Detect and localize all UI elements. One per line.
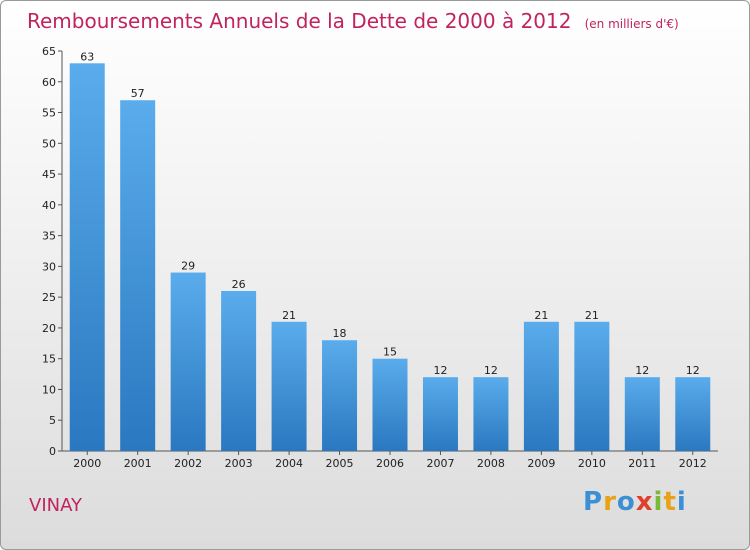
x-tick-label: 2008 [477,457,505,470]
logo-letter: x [635,487,654,517]
y-tick-label: 60 [42,76,56,89]
bar [523,321,559,451]
bar-value-label: 63 [80,50,94,63]
proxiti-logo: Proxiti [583,487,687,517]
bar-value-label: 21 [282,309,296,322]
y-tick-label: 45 [42,168,56,181]
bar-value-label: 15 [383,346,397,359]
y-tick-label: 5 [49,414,56,427]
bar [120,100,156,451]
logo-letter: t [663,487,677,517]
y-tick-label: 55 [42,107,56,120]
bar-value-label: 12 [484,364,498,377]
y-tick-label: 10 [42,383,56,396]
x-tick-label: 2005 [326,457,354,470]
x-tick-label: 2001 [124,457,152,470]
x-tick-label: 2006 [376,457,404,470]
y-tick-label: 30 [42,260,56,273]
bar [69,63,105,452]
y-tick-label: 0 [49,445,56,458]
bar-value-label: 26 [232,278,246,291]
bar-value-label: 21 [534,309,548,322]
x-tick-label: 2002 [174,457,202,470]
y-tick-label: 40 [42,199,56,212]
x-tick-label: 2007 [426,457,454,470]
y-tick-label: 65 [42,45,56,58]
bar [675,377,711,451]
logo-letter: i [653,487,664,517]
x-tick-label: 2000 [73,457,101,470]
y-tick-label: 25 [42,291,56,304]
bar-value-label: 57 [131,87,145,100]
x-tick-label: 2010 [578,457,606,470]
bar [322,340,358,451]
y-tick-label: 15 [42,353,56,366]
bar-value-label: 21 [585,309,599,322]
x-tick-label: 2009 [527,457,555,470]
logo-letter: o [616,487,636,517]
bar [422,377,458,451]
y-tick-label: 50 [42,137,56,150]
bar [574,321,610,451]
y-tick-label: 20 [42,322,56,335]
chart-subtitle: (en milliers d'€) [584,17,679,31]
x-tick-label: 2004 [275,457,303,470]
bar [372,358,408,451]
chart-title: Remboursements Annuels de la Dette de 20… [27,9,572,33]
bar [221,291,257,451]
bar [170,272,206,451]
bar-value-label: 29 [181,260,195,273]
commune-name: VINAY [29,495,82,516]
logo-letter: i [676,487,687,517]
logo-letter: P [583,487,604,517]
bar [473,377,509,451]
y-tick-label: 35 [42,230,56,243]
bar [271,321,307,451]
logo-letter: r [603,487,617,517]
title-line: Remboursements Annuels de la Dette de 20… [27,9,679,33]
chart-axes: 0 5 10 15 20 25 30 35 40 45 50 55 60 65 2000 2001 2002 20… [42,45,718,470]
x-tick-label: 2003 [225,457,253,470]
x-tick-label: 2011 [628,457,656,470]
x-tick-label: 2012 [679,457,707,470]
chart-bars: 63 57 29 26 21 18 15 12 12 21 21 12 12 [69,50,711,452]
bar-value-label: 12 [686,364,700,377]
bar-value-label: 18 [333,327,347,340]
bar-value-label: 12 [635,364,649,377]
bar-value-label: 12 [433,364,447,377]
bar [624,377,660,451]
